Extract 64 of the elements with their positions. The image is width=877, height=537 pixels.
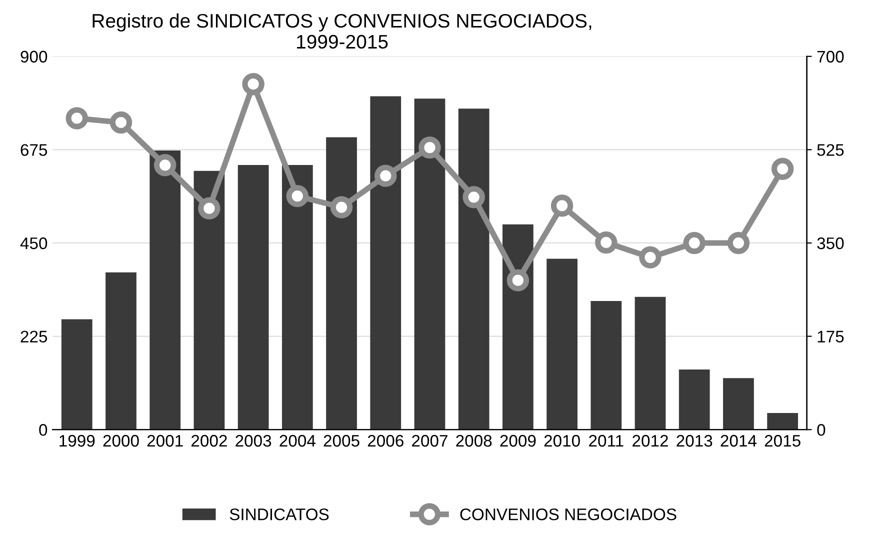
bar: [678, 369, 710, 430]
y2-tick-label: 350: [817, 237, 844, 250]
y2-tick-label: 700: [817, 50, 844, 63]
bar: [634, 296, 666, 430]
point: [595, 231, 618, 254]
x-tick-label: 2012: [632, 434, 668, 447]
x-tick-label: 2013: [676, 434, 712, 447]
x-tick-label: 2008: [456, 434, 492, 447]
chart-title: Registro de SINDICATOS y CONVENIOS NEGOCIADOS, 1999-2015: [92, 13, 592, 49]
bar: [238, 165, 269, 430]
x-tick-label: 2003: [236, 434, 272, 447]
x-tick-label: 2009: [500, 434, 536, 447]
bar: [767, 413, 798, 430]
bar: [723, 378, 754, 430]
x-tick-label: 2007: [412, 434, 448, 447]
y-tick-label: 900: [20, 50, 48, 63]
y2-tick-label: 0: [817, 424, 826, 436]
x-tick-label: 2006: [368, 434, 404, 447]
bar: [282, 165, 313, 430]
legend-label: SINDICATOS: [230, 508, 329, 520]
bar: [194, 170, 225, 430]
y2-tick-label: 175: [818, 330, 844, 342]
point: [242, 72, 264, 96]
x-tick-label: 2014: [720, 434, 757, 447]
point: [550, 194, 574, 217]
point: [727, 232, 750, 254]
point: [639, 246, 662, 268]
point: [66, 107, 88, 130]
point: [771, 158, 794, 180]
y-tick-label: 225: [20, 330, 48, 342]
point: [418, 136, 441, 159]
bar: [546, 258, 578, 430]
point: [330, 196, 353, 218]
x-tick-label: 2000: [103, 434, 139, 447]
x-tick-label: 2005: [324, 434, 360, 447]
point: [462, 186, 485, 208]
y-tick-label: 675: [20, 144, 48, 156]
x-tick-label: 2010: [544, 434, 580, 447]
bar: [590, 301, 622, 430]
point: [683, 232, 706, 254]
bar: [370, 96, 402, 430]
legend-label: CONVENIOS NEGOCIADOS: [460, 508, 676, 520]
x-tick-label: 2011: [589, 434, 624, 447]
y2-tick-label: 525: [817, 144, 844, 156]
x-tick-label: 1999: [60, 434, 95, 447]
x-tick-label: 2015: [764, 434, 800, 447]
bar: [502, 224, 534, 430]
bar: [150, 150, 181, 430]
point: [154, 154, 176, 176]
point: [506, 269, 530, 292]
bar: [326, 137, 357, 430]
x-tick-label: 2002: [192, 434, 227, 447]
bar: [61, 319, 92, 430]
bar: [106, 272, 136, 430]
y-tick-label: 0: [39, 424, 48, 436]
x-tick-label: 2001: [147, 434, 183, 447]
y-tick-label: 450: [20, 237, 48, 250]
bar: [414, 98, 446, 430]
bar: [458, 108, 490, 430]
point: [110, 111, 132, 134]
point: [198, 197, 220, 220]
point: [374, 164, 397, 187]
point: [286, 184, 309, 208]
x-tick-label: 2004: [280, 434, 316, 447]
